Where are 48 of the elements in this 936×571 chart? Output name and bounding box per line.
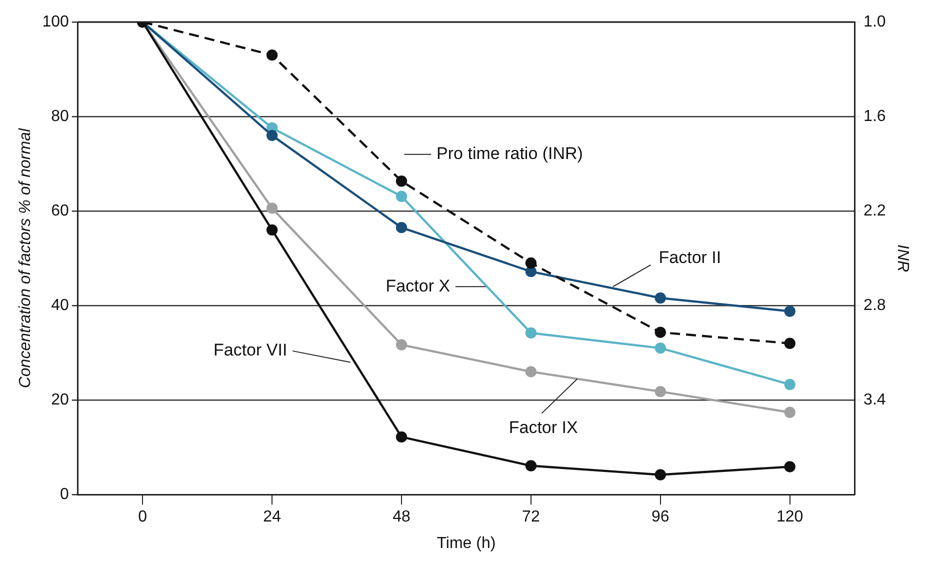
point xyxy=(396,339,408,350)
x-tick-label: 24 xyxy=(263,508,282,526)
point xyxy=(784,338,796,349)
point xyxy=(784,306,796,317)
text: Factor IX xyxy=(508,418,578,438)
y-tick-label: 80 xyxy=(51,108,69,125)
x-tick-label: 48 xyxy=(392,508,411,526)
point xyxy=(784,461,796,472)
point xyxy=(396,176,408,187)
y2-axis-title: INR xyxy=(894,244,911,273)
point xyxy=(654,292,666,304)
text: Pro time ratio (INR) xyxy=(436,144,583,164)
point xyxy=(654,386,666,398)
point xyxy=(266,224,278,236)
y-tick-label: 0 xyxy=(60,486,69,504)
point xyxy=(266,202,278,214)
point xyxy=(396,190,408,202)
x-tick-label: 120 xyxy=(776,508,804,526)
point xyxy=(266,49,278,61)
y2-tick-label: 2.8 xyxy=(864,296,886,314)
point xyxy=(396,222,408,234)
point xyxy=(525,327,537,339)
series-label: Factor X xyxy=(386,276,450,296)
point xyxy=(525,366,537,378)
y2-tick-label: 1.6 xyxy=(864,108,886,125)
y2-tick-label: 1.0 xyxy=(864,13,886,30)
point xyxy=(654,342,666,354)
point xyxy=(266,130,278,142)
y-tick-label: 20 xyxy=(51,391,69,408)
y-tick-label: 100 xyxy=(42,13,69,30)
x-tick-label: 0 xyxy=(138,508,148,526)
point xyxy=(654,326,666,338)
point xyxy=(784,406,796,418)
x-tick-label: 72 xyxy=(522,508,540,526)
y2-tick-label: 2.2 xyxy=(864,202,886,220)
y-tick-label: 60 xyxy=(51,202,69,220)
x-axis-title: Time (h) xyxy=(436,534,496,552)
y2-tick-label: 3.4 xyxy=(864,391,886,408)
point xyxy=(654,469,666,480)
point xyxy=(396,431,408,443)
x-tick-label: 96 xyxy=(651,508,670,526)
point xyxy=(784,378,796,390)
point xyxy=(525,257,537,269)
point xyxy=(525,460,537,472)
y-axis-title: Concentration of factors % of normal xyxy=(17,128,34,388)
y-tick-label: 40 xyxy=(51,296,69,314)
text: Factor VII xyxy=(213,340,288,360)
series-label: Factor II xyxy=(658,248,722,267)
